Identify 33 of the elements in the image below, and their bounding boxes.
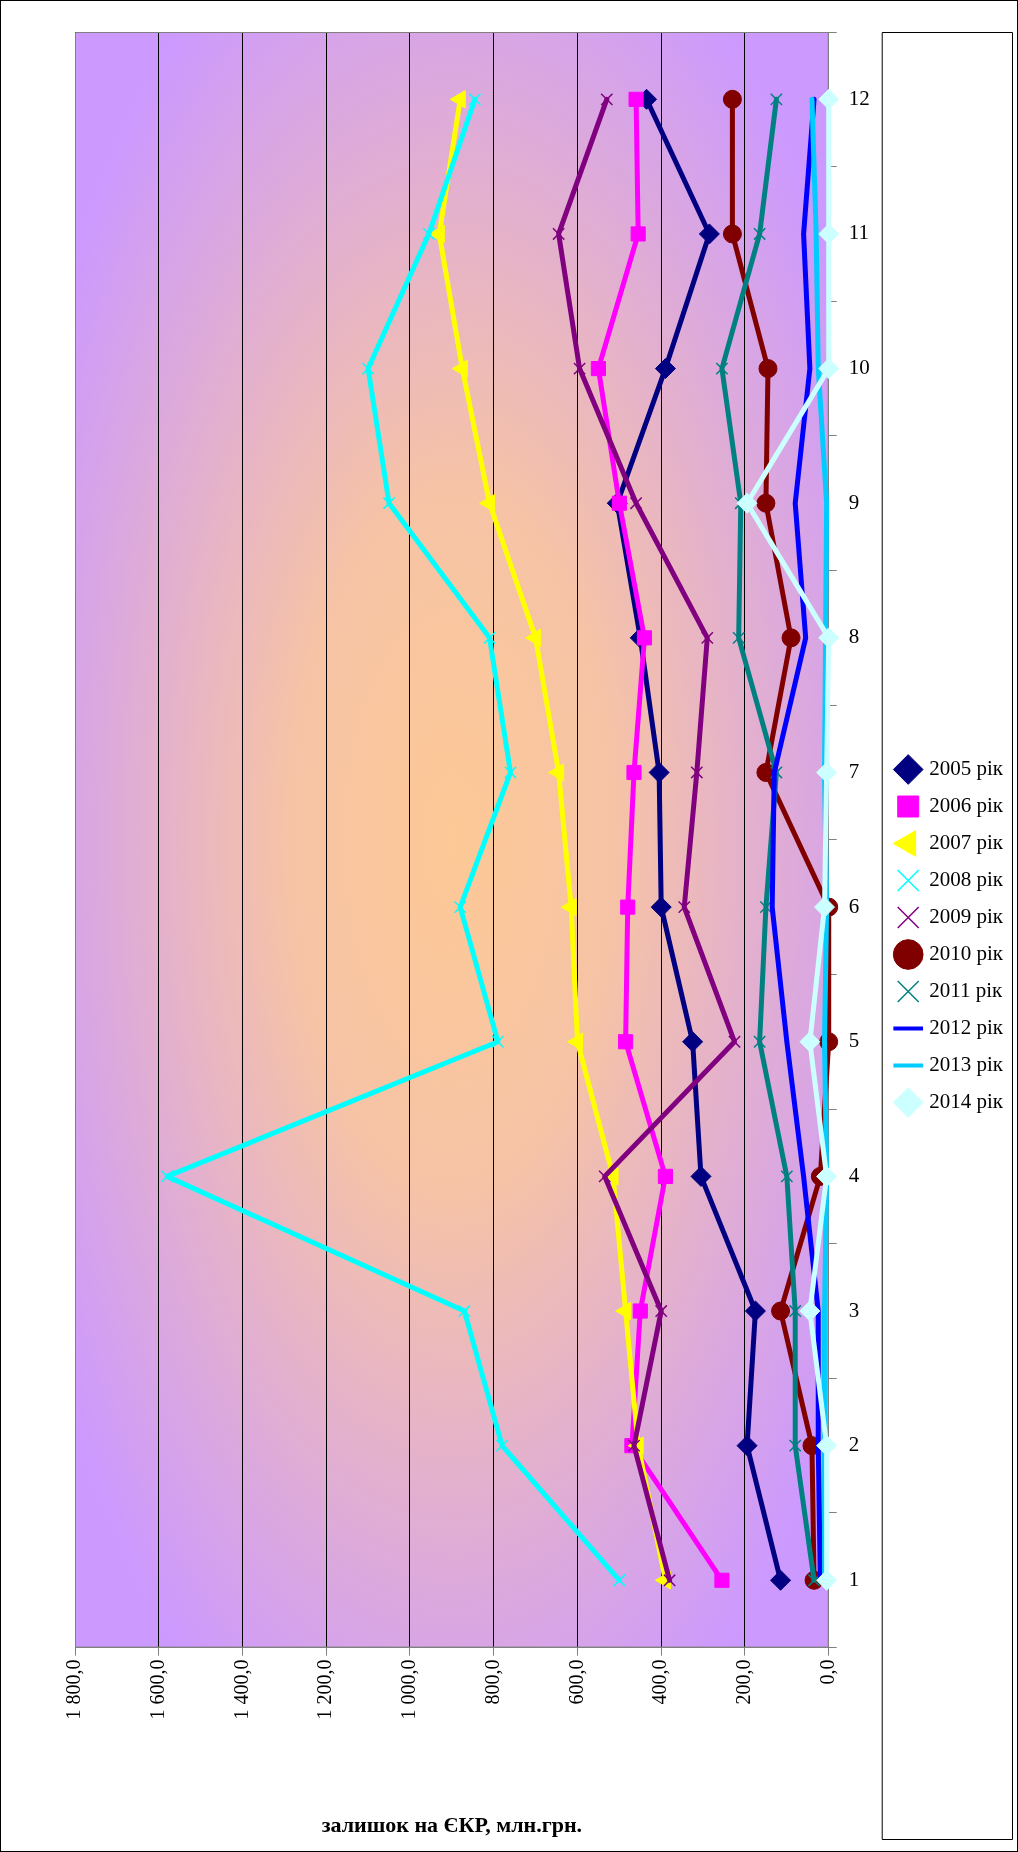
y-tick-label: 7 [848,759,860,783]
legend-label: 2007 рік [929,830,1004,855]
y-tick-label: 12 [848,85,870,110]
x-tick-label: 600,0 [564,1659,587,1705]
y-tick-label: 11 [848,220,869,245]
x-tick-label: 400,0 [648,1659,671,1705]
y-tick-label: 10 [848,355,870,380]
legend-label: 2014 рік [929,1089,1004,1114]
legend-label: 2005 рік [929,756,1004,781]
legend-label: 2011 рік [929,978,1004,1003]
y-tick-label: 6 [848,893,860,918]
y-tick-label: 1 [848,1566,860,1591]
y-tick-label: 4 [848,1162,860,1187]
x-tick-label: 1 800,0 [62,1659,85,1720]
legend-label: 2006 рік [929,793,1004,818]
legend-label: 2012 рік [929,1015,1004,1040]
x-axis-title: залишок на ЄКР, млн.грн. [321,1812,583,1838]
x-tick-label: 1 200,0 [313,1659,336,1720]
x-tick-label: 1 600,0 [146,1659,168,1720]
x-tick-label: 800,0 [480,1659,503,1705]
y-tick-label: 9 [848,489,860,514]
y-tick-label: 3 [848,1297,860,1322]
x-tick-label: 0,0 [815,1659,838,1685]
x-tick-label: 200,0 [732,1659,755,1705]
y-tick-label: 8 [848,624,860,649]
y-tick-label: 2 [848,1432,860,1457]
legend-label: 2010 рік [929,941,1004,966]
legend-label: 2009 рік [929,904,1004,929]
legend-label: 2013 рік [929,1052,1004,1077]
x-tick-label: 1 000,0 [397,1659,420,1720]
y-tick-label: 5 [848,1028,860,1053]
legend-label: 2008 рік [929,867,1004,892]
x-tick-label: 1 400,0 [229,1659,252,1720]
